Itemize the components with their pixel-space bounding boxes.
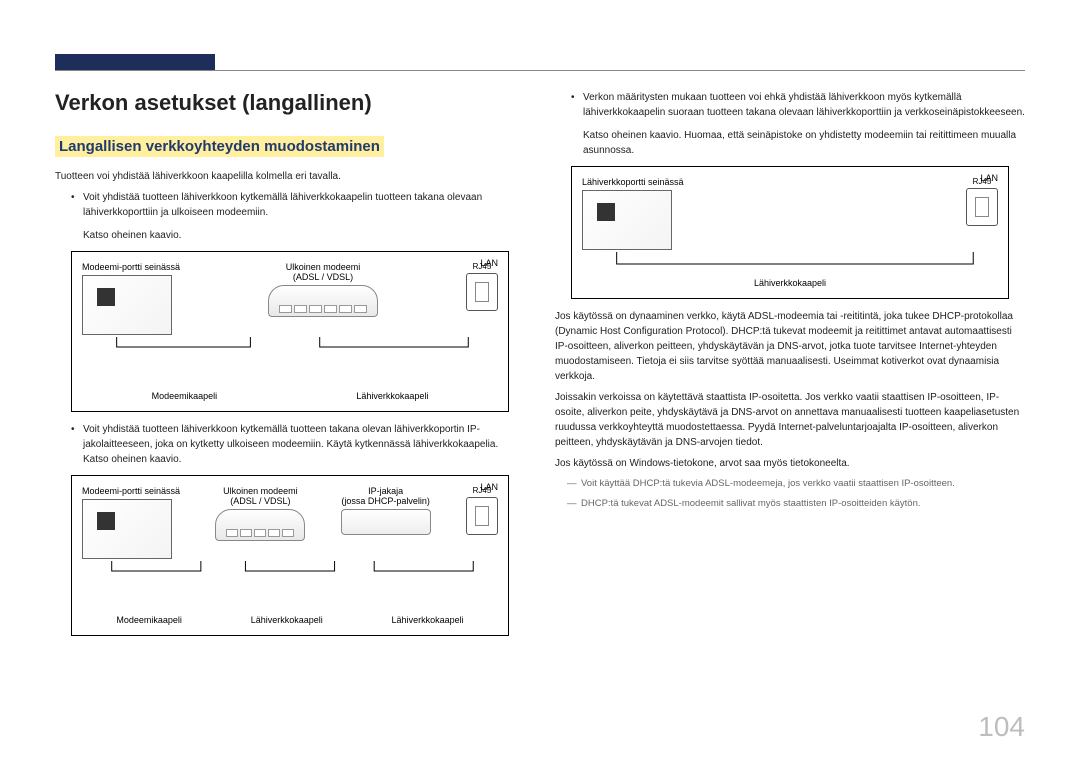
- cable-label: Lähiverkkokaapeli: [582, 278, 998, 288]
- connection-diagram-2: LAN Modeemi-portti seinässä Ulkoinen mod…: [71, 475, 509, 636]
- wall-port-label: Modeemi-portti seinässä: [82, 486, 180, 496]
- sub-text: Katso oheinen kaavio. Huomaa, että seinä…: [583, 128, 1025, 158]
- wall-jack-icon: [97, 288, 115, 306]
- diagram-row: Modeemi-portti seinässä Ulkoinen modeemi…: [82, 262, 498, 335]
- wall-port-label: Lähiverkkoportti seinässä: [582, 177, 684, 187]
- bullet-list: Verkon määritysten mukaan tuotteen voi e…: [571, 90, 1025, 120]
- wall-jack-icon: [597, 203, 615, 221]
- wall-jack-icon: [97, 512, 115, 530]
- ip-label: IP-jakaja (jossa DHCP-palvelin): [341, 486, 431, 506]
- section-heading-highlighted: Langallisen verkkoyhteyden muodostaminen: [55, 136, 384, 157]
- rj45-icon: [966, 188, 998, 226]
- lan-label: LAN: [480, 258, 498, 268]
- lan-label: LAN: [980, 173, 998, 183]
- rj45-icon: [466, 497, 498, 535]
- ip-sharer-icon: [341, 509, 431, 535]
- wall-frame-icon: [582, 190, 672, 250]
- modem-block: Ulkoinen modeemi (ADSL / VDSL): [268, 262, 378, 317]
- cable-label: Lähiverkkokaapeli: [392, 615, 464, 625]
- content-columns: Verkon asetukset (langallinen) Langallis…: [55, 90, 1025, 646]
- cable-connectors: [82, 337, 498, 363]
- ip-label-line2: (jossa DHCP-palvelin): [341, 496, 430, 506]
- cable-labels: Modeemikaapeli Lähiverkkokaapeli: [82, 391, 498, 401]
- modem-label: Ulkoinen modeemi (ADSL / VDSL): [268, 262, 378, 282]
- modem-label-line1: Ulkoinen modeemi: [286, 262, 361, 272]
- list-item: Voit yhdistää tuotteen lähiverkkoon kytk…: [71, 190, 525, 220]
- horizontal-rule: [55, 70, 1025, 71]
- cable-label: Lähiverkkokaapeli: [356, 391, 428, 401]
- rj45-icon: [466, 273, 498, 311]
- wall-frame-icon: [82, 275, 172, 335]
- modem-icon: [268, 285, 378, 317]
- diagram-row: Lähiverkkoportti seinässä RJ45: [582, 177, 998, 250]
- cable-label: Lähiverkkokaapeli: [251, 615, 323, 625]
- wall-port-label: Modeemi-portti seinässä: [82, 262, 180, 272]
- dash-item: DHCP:tä tukevat ADSL-modeemit sallivat m…: [569, 497, 1025, 511]
- dash-list: Voit käyttää DHCP:tä tukevia ADSL-modeem…: [555, 477, 1025, 512]
- bullet-list: Voit yhdistää tuotteen lähiverkkoon kytk…: [71, 422, 525, 467]
- body-paragraph: Jos käytössä on dynaaminen verkko, käytä…: [555, 309, 1025, 384]
- intro-text: Tuotteen voi yhdistää lähiverkkoon kaape…: [55, 169, 525, 184]
- wall-port: Lähiverkkoportti seinässä: [582, 177, 684, 250]
- modem-block: Ulkoinen modeemi (ADSL / VDSL): [215, 486, 305, 541]
- connection-diagram-3: LAN Lähiverkkoportti seinässä RJ45: [571, 166, 1009, 299]
- page-title: Verkon asetukset (langallinen): [55, 90, 525, 116]
- modem-label: Ulkoinen modeemi (ADSL / VDSL): [215, 486, 305, 506]
- list-item: Voit yhdistää tuotteen lähiverkkoon kytk…: [71, 422, 525, 467]
- cable-labels: Modeemikaapeli Lähiverkkokaapeli Lähiver…: [82, 615, 498, 625]
- modem-label-line2: (ADSL / VDSL): [230, 496, 290, 506]
- wall-port: Modeemi-portti seinässä: [82, 262, 180, 335]
- cable-connectors: [82, 561, 498, 587]
- sub-text: Katso oheinen kaavio.: [83, 228, 525, 243]
- ip-label-line1: IP-jakaja: [368, 486, 403, 496]
- modem-label-line1: Ulkoinen modeemi: [223, 486, 298, 496]
- modem-icon: [215, 509, 305, 541]
- left-column: Verkon asetukset (langallinen) Langallis…: [55, 90, 525, 646]
- wall-port: Modeemi-portti seinässä: [82, 486, 180, 559]
- list-item-text: Verkon määritysten mukaan tuotteen voi e…: [583, 92, 1025, 118]
- connection-diagram-1: LAN Modeemi-portti seinässä Ulkoinen mod…: [71, 251, 509, 412]
- dash-item: Voit käyttää DHCP:tä tukevia ADSL-modeem…: [569, 477, 1025, 491]
- cable-connectors: [582, 252, 998, 278]
- lan-label: LAN: [480, 482, 498, 492]
- body-paragraph: Jos käytössä on Windows-tietokone, arvot…: [555, 456, 1025, 471]
- page-number: 104: [978, 711, 1025, 743]
- cable-label: Modeemikaapeli: [116, 615, 182, 625]
- bullet-list: Voit yhdistää tuotteen lähiverkkoon kytk…: [71, 190, 525, 220]
- rj45-port: RJ45: [466, 262, 498, 311]
- modem-label-line2: (ADSL / VDSL): [293, 272, 353, 282]
- wall-frame-icon: [82, 499, 172, 559]
- accent-bar: [55, 54, 215, 70]
- right-column: Verkon määritysten mukaan tuotteen voi e…: [555, 90, 1025, 646]
- ip-sharer-block: IP-jakaja (jossa DHCP-palvelin): [341, 486, 431, 535]
- document-page: Verkon asetukset (langallinen) Langallis…: [0, 0, 1080, 763]
- list-item: Verkon määritysten mukaan tuotteen voi e…: [571, 90, 1025, 120]
- cable-label: Modeemikaapeli: [152, 391, 218, 401]
- diagram-row: Modeemi-portti seinässä Ulkoinen modeemi…: [82, 486, 498, 559]
- rj45-port: RJ45: [466, 486, 498, 535]
- body-paragraph: Joissakin verkoissa on käytettävä staatt…: [555, 390, 1025, 450]
- rj45-port: RJ45: [966, 177, 998, 226]
